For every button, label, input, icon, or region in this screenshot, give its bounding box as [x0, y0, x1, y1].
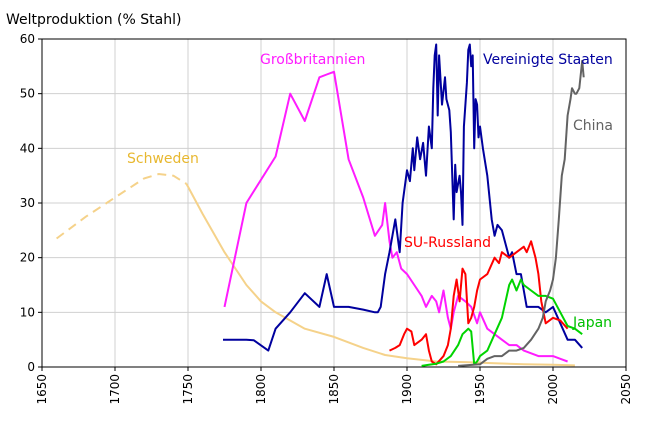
label-usa: Vereinigte Staaten — [483, 52, 613, 68]
y-tick-label: 60 — [20, 32, 35, 46]
series-lines — [56, 43, 585, 367]
y-tick-label: 50 — [20, 87, 35, 101]
label-china: China — [573, 118, 613, 134]
y-axis-ticks: 0 10 20 30 40 50 60 — [20, 32, 42, 374]
y-tick-label: 0 — [27, 360, 35, 374]
series-line-grossbritannien — [223, 70, 568, 363]
label-schweden: Schweden — [127, 151, 199, 167]
x-tick-label: 1700 — [108, 374, 122, 405]
series-line-schweden — [185, 183, 575, 367]
series-line-su-russland — [389, 240, 569, 366]
label-grossbritannien: Großbritannien — [260, 52, 365, 68]
x-tick-label: 1900 — [400, 374, 414, 405]
series-line-schweden-estimated — [56, 172, 188, 240]
y-tick-label: 30 — [20, 196, 35, 210]
x-tick-label: 1950 — [473, 374, 487, 405]
x-tick-label: 1800 — [254, 374, 268, 405]
series-line-china — [458, 59, 585, 367]
chart-title: Weltproduktion (% Stahl) — [6, 12, 181, 28]
y-tick-label: 40 — [20, 141, 35, 155]
y-tick-label: 10 — [20, 305, 35, 319]
label-japan: Japan — [572, 315, 612, 331]
x-tick-label: 2050 — [619, 374, 633, 405]
y-tick-label: 20 — [20, 251, 35, 265]
label-su-russland: SU-Russland — [404, 235, 491, 251]
grid — [42, 39, 626, 367]
x-tick-label: 2000 — [546, 374, 560, 405]
x-tick-label: 1850 — [327, 374, 341, 405]
x-tick-label: 1650 — [35, 374, 49, 405]
x-tick-label: 1750 — [181, 374, 195, 405]
series-line-vereinigte-staaten — [223, 43, 583, 352]
x-axis-ticks: 1650 1700 1750 1800 1850 1900 1950 2000 2050 — [35, 367, 633, 405]
